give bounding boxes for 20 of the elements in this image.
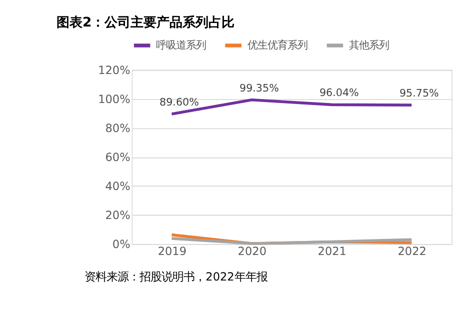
x-tick-label: 2020 bbox=[238, 244, 266, 258]
x-tick-label: 2019 bbox=[158, 244, 187, 258]
data-label: 95.75% bbox=[399, 88, 440, 100]
x-tick-label: 2021 bbox=[318, 244, 346, 258]
y-tick-label: 0% bbox=[112, 238, 131, 252]
legend-label: 其他系列 bbox=[349, 39, 390, 52]
data-label: 99.35% bbox=[240, 82, 280, 94]
data-label: 89.60% bbox=[160, 96, 200, 109]
y-tick-label: 20% bbox=[105, 209, 131, 222]
y-tick-label: 120% bbox=[98, 64, 131, 78]
y-tick-label: 80% bbox=[105, 122, 131, 136]
y-tick-label: 100% bbox=[98, 93, 131, 106]
y-tick-label: 40% bbox=[105, 180, 131, 194]
text: 资料来源：招股说明书，2022年年报 bbox=[84, 270, 268, 284]
x-tick-label: 2022 bbox=[398, 244, 426, 258]
legend-label: 优生优育系列 bbox=[247, 39, 308, 52]
y-tick-label: 60% bbox=[105, 151, 131, 164]
data-label: 96.04% bbox=[319, 87, 360, 100]
chart-title: 图表2：公司主要产品系列占比 bbox=[56, 14, 235, 31]
legend-label: 呼吸道系列 bbox=[156, 39, 206, 52]
